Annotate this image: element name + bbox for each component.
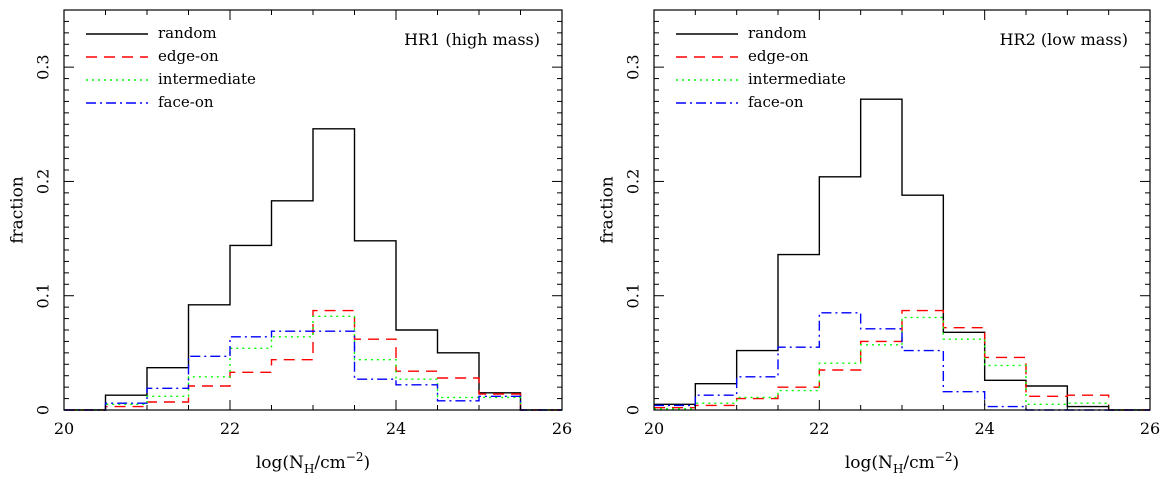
legend-label: random (158, 24, 217, 42)
x-axis-label-close: ) (952, 453, 959, 473)
x-tick-label: 24 (974, 419, 994, 438)
histogram-series-intermediate (654, 316, 1150, 411)
legend: random edge-on intermediate face-on (676, 24, 846, 111)
x-axis-label: log(NH/cm−2) (845, 450, 959, 476)
histogram-layer (654, 98, 1150, 411)
y-tick-label: 0.2 (624, 169, 643, 194)
x-tick-label: 22 (809, 419, 829, 438)
chart-panel-1: 20 22 24 26 0 0.1 0.2 0.3 fraction log(NH/cm−2) HR… (8, 9, 572, 476)
legend-label: intermediate (748, 70, 846, 88)
legend-label: face-on (158, 93, 214, 111)
legend: random edge-on intermediate face-on (86, 24, 256, 111)
x-tick-label: 22 (220, 419, 240, 438)
legend-label: face-on (748, 93, 804, 111)
y-tick-label: 0.2 (34, 169, 53, 194)
x-tick-label: 24 (386, 419, 406, 438)
histogram-layer (64, 128, 562, 411)
histogram-series-random (64, 128, 562, 411)
legend-label: edge-on (158, 47, 219, 65)
x-axis-label-main: log(N (256, 453, 304, 473)
chart-panel-2: 20 22 24 26 0 0.1 0.2 0.3 fraction log(NH/cm−2) HR… (598, 9, 1160, 476)
legend-label: intermediate (158, 70, 256, 88)
plot-frame (653, 9, 1151, 411)
y-axis-label: fraction (8, 176, 28, 244)
legend-label: edge-on (748, 47, 809, 65)
legend-label: random (748, 24, 807, 42)
x-axis-label: log(NH/cm−2) (256, 450, 370, 476)
y-tick-label: 0.3 (34, 54, 53, 79)
x-tick-label: 20 (54, 419, 74, 438)
x-axis-label-close: ) (363, 453, 370, 473)
y-tick-label: 0.1 (34, 283, 53, 308)
panel-annotation: HR1 (high mass) (404, 30, 540, 49)
x-tick-label: 20 (644, 419, 664, 438)
x-axis-label-superscript: −2 (346, 450, 364, 464)
histogram-series-face-on (64, 330, 562, 411)
y-tick-label: 0 (624, 405, 643, 415)
y-tick-label: 0 (34, 405, 53, 415)
x-axis-label-subscript: H (304, 462, 314, 476)
histogram-series-random (654, 98, 1150, 411)
x-tick-label: 26 (1140, 419, 1160, 438)
y-tick-label: 0.1 (624, 283, 643, 308)
panel-annotation: HR2 (low mass) (1000, 30, 1128, 49)
x-axis-label-unit: /cm (903, 453, 934, 473)
histogram-series-face-on (654, 312, 1150, 411)
x-axis-label-superscript: −2 (935, 450, 953, 464)
x-axis-label-subscript: H (893, 462, 903, 476)
x-tick-label: 26 (552, 419, 572, 438)
y-axis-label: fraction (598, 176, 618, 244)
x-axis-label-unit: /cm (314, 453, 345, 473)
x-axis-label-main: log(N (845, 453, 893, 473)
y-tick-label: 0.3 (624, 54, 643, 79)
